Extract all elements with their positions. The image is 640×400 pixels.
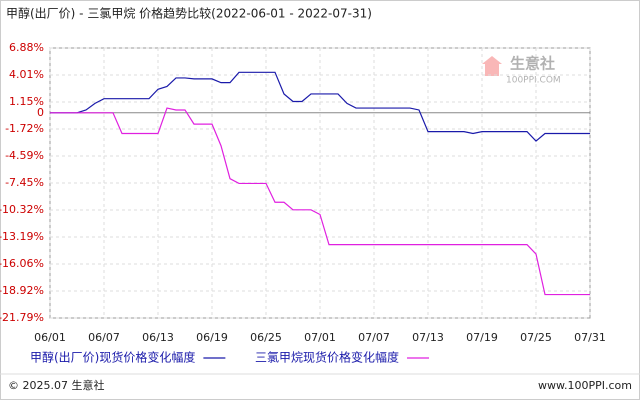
x-tick-label: 07/07	[358, 331, 390, 344]
watermark-site: 100PPI.COM	[506, 76, 561, 86]
y-tick-label: -1.72%	[5, 122, 44, 135]
y-tick-label: 6.88%	[9, 41, 44, 54]
x-tick-label: 07/31	[574, 331, 606, 344]
series-line	[50, 71, 590, 142]
y-tick-label: -18.92%	[0, 284, 44, 297]
y-tick-label: 1.15%	[9, 95, 44, 108]
x-tick-label: 06/19	[196, 331, 228, 344]
y-tick-label: -7.45%	[5, 176, 44, 189]
y-tick-label: -13.19%	[0, 230, 44, 243]
x-tick-label: 07/01	[304, 331, 336, 344]
y-tick-label: 0	[37, 106, 44, 119]
footer-site: www.100PPI.com	[538, 379, 632, 392]
y-tick-label: -21.79%	[0, 311, 44, 324]
footer-copyright: © 2025.07 生意社	[8, 378, 104, 392]
x-tick-label: 07/25	[520, 331, 552, 344]
y-tick-label: -16.06%	[0, 257, 44, 270]
series-line	[50, 107, 590, 296]
y-tick-label: -4.59%	[5, 149, 44, 162]
x-tick-label: 07/19	[466, 331, 498, 344]
y-tick-label: 4.01%	[9, 68, 44, 81]
y-tick-label: -10.32%	[0, 203, 44, 216]
chart-title: 甲醇(出厂价) - 三氯甲烷 价格趋势比较(2022-06-01 - 2022-…	[6, 6, 372, 21]
legend-label: 三氯甲烷现货价格变化幅度	[255, 350, 399, 365]
watermark-icon	[482, 56, 502, 76]
x-tick-label: 06/07	[88, 331, 120, 344]
x-tick-label: 07/13	[412, 331, 444, 344]
watermark-name: 生意社	[510, 55, 555, 73]
x-tick-label: 06/25	[250, 331, 282, 344]
watermark: 生意社 100PPI.COM	[482, 55, 561, 86]
x-tick-label: 06/13	[142, 331, 174, 344]
legend-label: 甲醇(出厂价)现货价格变化幅度	[30, 350, 195, 365]
x-tick-label: 06/01	[34, 331, 66, 344]
